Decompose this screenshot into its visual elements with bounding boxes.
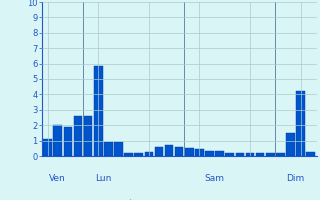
Bar <box>104 142 113 156</box>
Bar <box>114 142 123 156</box>
Bar <box>296 91 305 156</box>
Bar <box>256 153 264 156</box>
Bar <box>155 147 163 156</box>
Bar <box>266 153 275 156</box>
Bar <box>195 149 204 156</box>
Bar <box>53 125 62 156</box>
Bar <box>215 151 224 156</box>
Text: Sam: Sam <box>204 174 225 183</box>
Bar <box>246 153 254 156</box>
Bar <box>74 116 82 156</box>
Text: Lun: Lun <box>95 174 111 183</box>
Bar <box>64 127 72 156</box>
Bar <box>94 66 102 156</box>
Bar <box>185 148 194 156</box>
Bar <box>307 152 315 156</box>
Bar <box>44 139 52 156</box>
Bar <box>175 147 183 156</box>
Bar <box>84 116 92 156</box>
Bar <box>134 153 143 156</box>
Text: Précipitations 24h ( mm ): Précipitations 24h ( mm ) <box>117 199 241 200</box>
Bar <box>145 152 153 156</box>
Bar <box>165 145 173 156</box>
Bar <box>226 153 234 156</box>
Text: Ven: Ven <box>49 174 66 183</box>
Text: Dim: Dim <box>286 174 305 183</box>
Bar <box>205 151 214 156</box>
Bar <box>236 153 244 156</box>
Bar <box>124 153 133 156</box>
Bar <box>286 133 295 156</box>
Bar <box>276 153 285 156</box>
